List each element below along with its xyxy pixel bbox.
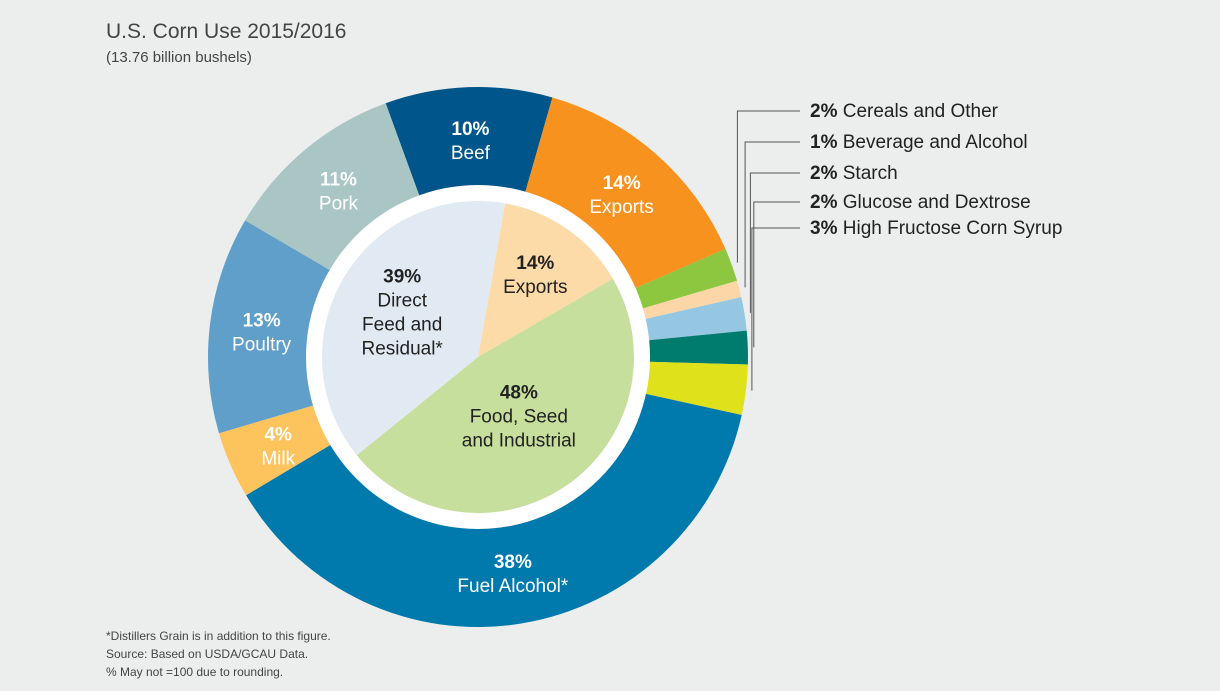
labels: 10% Beef 14% Exports 2% Cereals and Other 1% … [232,101,1062,597]
ring-slice-cereals-and-other [624,248,738,312]
callout-leader-line [751,227,800,391]
ring-label-exports: 14% Exports [589,173,653,218]
ring-label-beef: 10% Beef [451,119,491,164]
callout-pct: 2% [810,163,843,184]
callout-pct: 2% [810,101,843,122]
footnote: *Distillers Grain is in addition to this… [106,629,331,643]
callout-label-glucose-and-dextrose: 2% Glucose and Dextrose [810,192,1031,213]
inner-label-food-seed-and-industrial: 48% Food, Seed and Industrial [462,382,576,451]
callout-label-beverage-and-alcohol: 1% Beverage and Alcohol [810,132,1028,153]
callout-label-cereals-and-other: 2% Cereals and Other [810,101,999,122]
ring-slice-pork [245,103,424,277]
callout-pct: 1% [810,132,843,153]
callout-pct: 3% [810,218,843,239]
inner-label-direct-feed-and-residual: 39% Direct Feed and Residual* [362,266,444,359]
ring-slice-starch [634,297,747,342]
ring-label-pork: 11% Pork [319,170,359,215]
ring-slice-high-fructose-corn-syrup [634,361,748,415]
callout-leader-line [749,172,800,313]
callout-pct: 2% [810,192,843,213]
ring-slice-beef [385,87,553,207]
ring-label-milk: 4% Milk [261,424,295,469]
callout-leader-line [753,201,800,348]
ring-slice-glucose-and-dextrose [637,330,748,365]
callout-leader-line [736,110,800,263]
ring-slice-poultry [208,220,340,434]
outer-ring [208,87,748,627]
callout-text: High Fructose Corn Syrup [843,218,1063,239]
ring-slice-beverage-and-alcohol [631,280,742,322]
callout-text: Starch [843,163,898,184]
chart-subtitle: (13.76 billion bushels) [106,49,252,66]
callout-label-high-fructose-corn-syrup: 3% High Fructose Corn Syrup [810,218,1062,239]
inner-pie [322,201,634,513]
ring-label-poultry: 13% Poultry [232,310,292,355]
inner-slice-direct-feed-and-residual [322,201,506,456]
callout-leader-line [744,141,800,288]
ring-slice-milk [218,402,341,496]
callout-text: Beverage and Alcohol [843,132,1028,153]
callout-text: Glucose and Dextrose [843,192,1031,213]
footnote: Source: Based on USDA/GCAU Data. [106,647,308,661]
inner-slice-exports [478,203,613,357]
inner-slice-food-seed-and-industrial [356,278,634,513]
ring-slice-exports [522,97,726,293]
inner-label-exports: 14% Exports [503,253,567,298]
callout-label-starch: 2% Starch [810,163,898,184]
chart-title: U.S. Corn Use 2015/2016 [106,20,346,43]
ring-label-fuel-alcohol: 38% Fuel Alcohol* [457,552,569,597]
callout-text: Cereals and Other [843,101,999,122]
footnotes: *Distillers Grain is in addition to this… [106,629,331,679]
footnote: % May not =100 due to rounding. [106,665,283,679]
